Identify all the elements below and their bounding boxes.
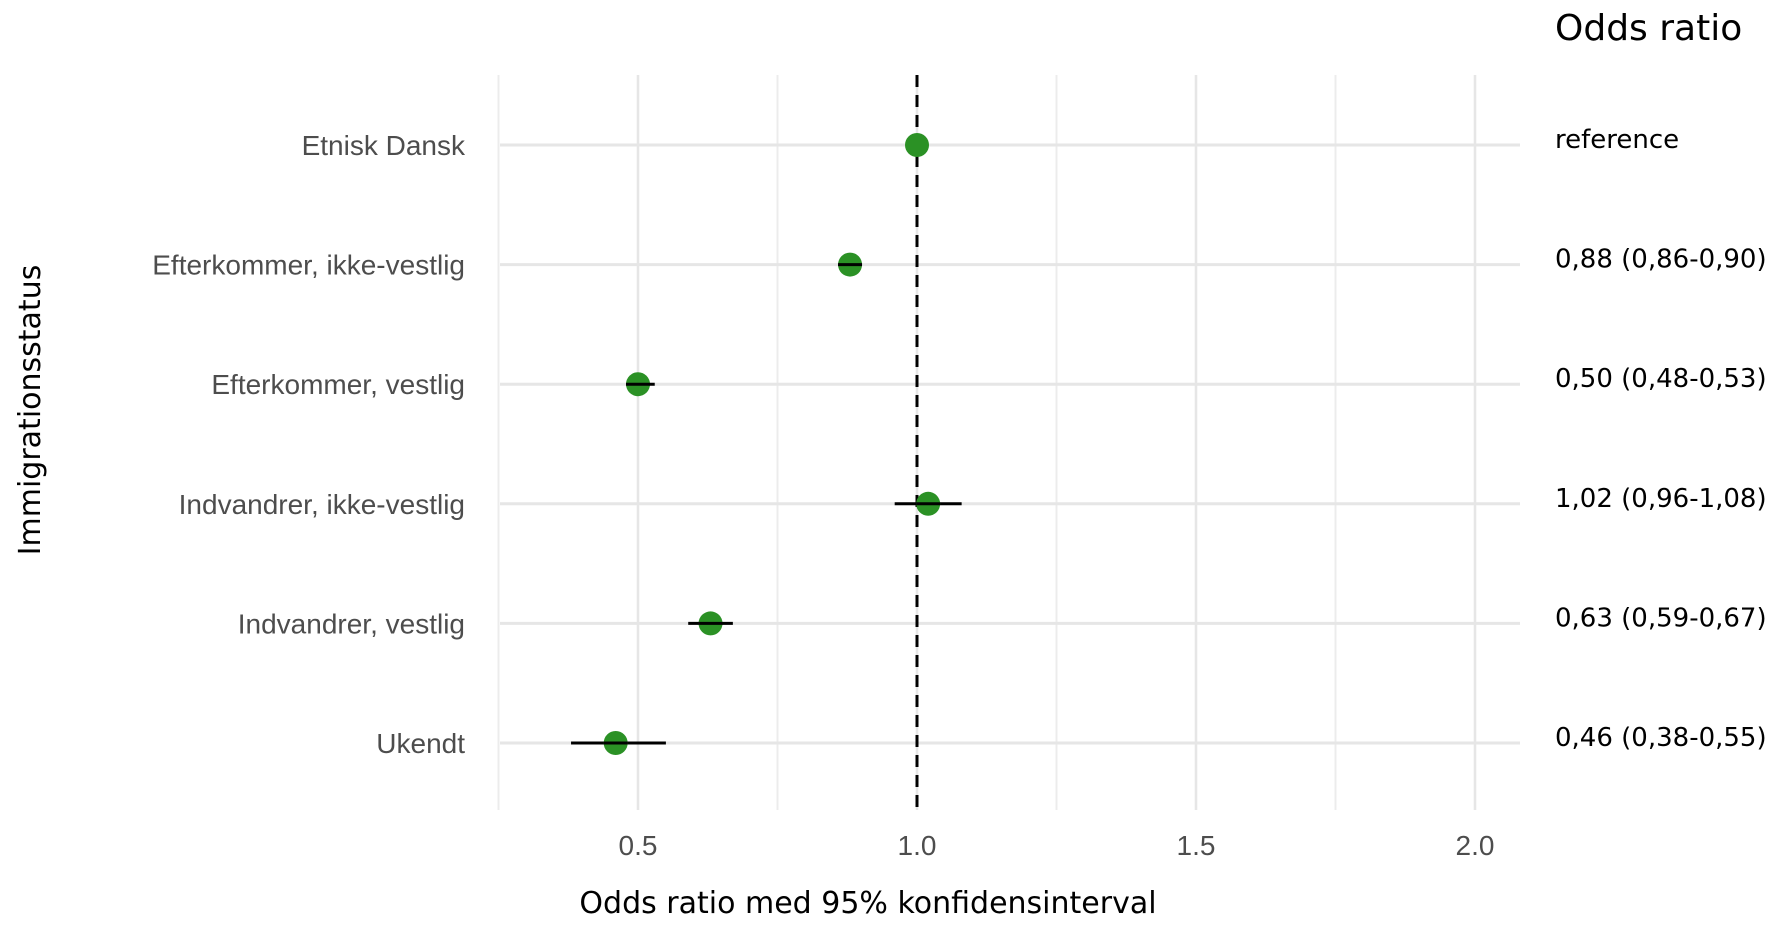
y-tick-label: Indvandrer, vestlig — [238, 608, 465, 639]
odds-ratio-annotation: reference — [1555, 125, 1679, 155]
annotation-header: Odds ratio — [1555, 8, 1742, 49]
odds-ratio-annotation: 0,63 (0,59-0,67) — [1555, 603, 1767, 633]
odds-ratio-annotation: 0,50 (0,48-0,53) — [1555, 364, 1767, 394]
category-gridlines — [500, 143, 1520, 745]
x-tick-label: 1.5 — [1177, 830, 1216, 861]
x-axis-tick-labels: 0.5 1.0 1.5 2.0 — [619, 830, 1495, 861]
y-tick-label: Efterkommer, vestlig — [211, 369, 465, 400]
x-tick-label: 2.0 — [1456, 830, 1495, 861]
odds-ratio-annotation: 0,46 (0,38-0,55) — [1555, 723, 1767, 753]
odds-ratio-annotation: 0,88 (0,86-0,90) — [1555, 245, 1767, 275]
estimate-point — [905, 133, 929, 157]
point-estimates — [603, 133, 941, 755]
y-axis-title: Immigrationsstatus — [13, 265, 48, 556]
x-tick-label: 0.5 — [619, 830, 658, 861]
y-tick-label: Ukendt — [376, 728, 465, 759]
minor-gridlines — [497, 75, 1337, 810]
odds-ratio-annotation: 1,02 (0,96-1,08) — [1555, 484, 1767, 514]
odds-ratio-annotations: reference 0,88 (0,86-0,90) 0,50 (0,48-0,53… — [1555, 125, 1767, 753]
y-tick-label: Efterkommer, ikke-vestlig — [152, 250, 465, 281]
y-tick-label: Etnisk Dansk — [302, 130, 466, 161]
y-axis-tick-labels: Etnisk Dansk Efterkommer, ikke-vestlig Eft… — [152, 130, 466, 759]
x-axis-title: Odds ratio med 95% konfidensinterval — [579, 886, 1156, 921]
y-tick-label: Indvandrer, ikke-vestlig — [179, 489, 465, 520]
x-tick-label: 1.0 — [898, 830, 937, 861]
